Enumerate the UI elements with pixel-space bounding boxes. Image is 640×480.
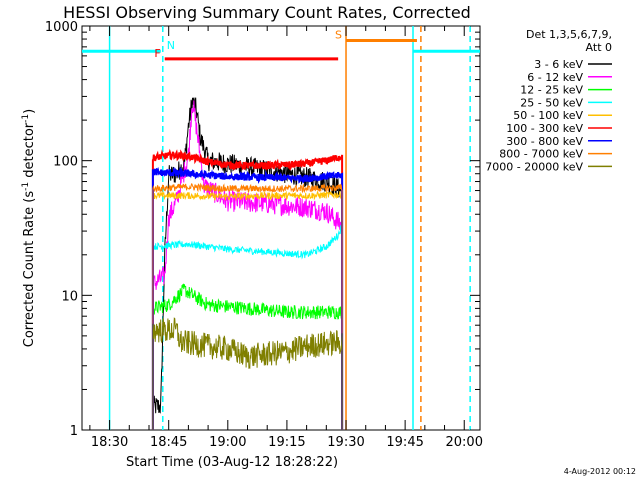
plot-area: NF S <box>81 25 481 431</box>
time-markers <box>108 26 471 430</box>
legend-label: 3 - 6 keV <box>534 58 583 71</box>
y-axis-label-mid: detector <box>22 122 37 182</box>
x-tick-label: 19:30 <box>327 435 364 450</box>
y-tick-label: 100 <box>53 155 78 170</box>
legend-header-2: Att 0 <box>586 41 612 54</box>
series-line-100-300keV <box>151 148 344 430</box>
y-tick-label: 1000 <box>45 20 78 35</box>
x-tick-label: 18:45 <box>150 435 187 450</box>
x-tick-label: 19:45 <box>386 435 423 450</box>
y-axis-label-main: Corrected Count Rate (s <box>22 191 37 348</box>
y-axis-label-sup1: -1 <box>21 182 31 191</box>
series-line-6-12keV <box>152 100 343 430</box>
y-axis-ticks: 1 10 100 1000 <box>45 20 480 439</box>
x-tick-label: 18:30 <box>91 435 128 450</box>
legend-label: 50 - 100 keV <box>513 109 583 122</box>
series-line-12-25keV <box>152 283 343 430</box>
series-line-300-800keV <box>151 166 344 430</box>
x-tick-label: 20:00 <box>446 435 483 450</box>
legend-label: 6 - 12 keV <box>527 71 583 84</box>
legend-label: 300 - 800 keV <box>506 135 583 148</box>
legend-header-1: Det 1,3,5,6,7,9, <box>526 28 612 41</box>
y-axis-label-sup2: -1 <box>21 114 31 123</box>
x-tick-label: 19:15 <box>268 435 305 450</box>
y-tick-label: 10 <box>61 289 78 304</box>
legend-label: 100 - 300 keV <box>506 122 583 135</box>
status-bars: NF S <box>82 29 480 61</box>
legend-label: 12 - 25 keV <box>520 84 583 97</box>
series-lines <box>151 97 344 430</box>
y-axis-label-end: ) <box>22 109 37 114</box>
series-line-7000-20000keV <box>152 317 343 430</box>
y-axis-label: Corrected Count Rate (s-1 detector-1) <box>21 109 37 347</box>
timestamp: 4-Aug-2012 00:12 <box>564 467 636 476</box>
chart-title: HESSI Observing Summary Count Rates, Cor… <box>63 3 471 22</box>
series-line-3-6keV <box>152 97 343 430</box>
flare-label: F <box>154 47 160 60</box>
legend-label: 7000 - 20000 keV <box>485 160 583 173</box>
legend-label: 25 - 50 keV <box>520 96 583 109</box>
plot-frame <box>81 25 481 431</box>
series-line-50-100keV <box>152 190 343 430</box>
series-line-800-7000keV <box>152 182 343 430</box>
x-tick-label: 19:00 <box>209 435 246 450</box>
night-label: N <box>167 39 175 52</box>
saa-label: S <box>335 29 342 42</box>
x-axis-label: Start Time (03-Aug-12 18:28:22) <box>126 455 338 470</box>
legend-label: 800 - 7000 keV <box>499 148 583 161</box>
x-axis-ticks: 18:30 18:45 19:00 19:15 19:30 19:45 20:00 <box>89 26 483 450</box>
y-tick-label: 1 <box>70 424 78 439</box>
series-line-25-50keV <box>152 224 343 430</box>
